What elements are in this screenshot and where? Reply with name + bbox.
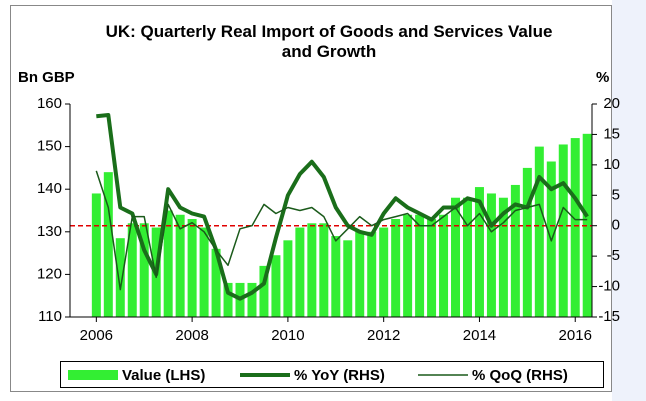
bar <box>295 227 305 317</box>
y-axis-label: Bn GBP <box>18 69 75 86</box>
bar <box>331 236 341 317</box>
y2-tick-label: -10 <box>598 278 620 295</box>
bar <box>307 223 317 317</box>
y2-tick-label: 15 <box>603 125 620 142</box>
bar <box>283 240 293 317</box>
y-tick-label: 140 <box>37 180 62 197</box>
bar <box>391 219 401 317</box>
bar <box>163 210 173 317</box>
bar <box>379 227 389 317</box>
legend-box <box>60 361 604 388</box>
bar <box>139 223 149 317</box>
bar <box>175 214 185 317</box>
x-tick-label: 2006 <box>80 327 113 344</box>
bar <box>127 223 137 317</box>
bar <box>115 238 125 317</box>
y-tick-label: 150 <box>37 138 62 155</box>
legend-label: % YoY (RHS) <box>294 367 385 384</box>
bar <box>367 231 377 317</box>
bar <box>439 214 449 317</box>
bar <box>522 167 532 317</box>
x-tick-label: 2010 <box>271 327 304 344</box>
legend-label: Value (LHS) <box>122 367 205 384</box>
bar <box>558 144 568 317</box>
bar <box>199 227 209 317</box>
x-tick-label: 2014 <box>463 327 496 344</box>
x-tick-label: 2012 <box>367 327 400 344</box>
bar <box>415 214 425 317</box>
y-tick-label: 110 <box>38 308 62 325</box>
bar <box>259 265 269 317</box>
bar <box>534 146 544 317</box>
bar <box>498 197 508 317</box>
bar <box>474 187 484 317</box>
bar <box>187 219 197 317</box>
bar <box>247 282 257 317</box>
bar <box>271 255 281 317</box>
y2-tick-label: -15 <box>598 308 620 325</box>
side-strip <box>612 0 646 401</box>
bar <box>427 219 437 317</box>
y-tick-label: 160 <box>37 95 62 112</box>
y2-tick-label: 20 <box>603 95 620 112</box>
x-tick-label: 2008 <box>175 327 208 344</box>
bar <box>570 138 580 317</box>
bar <box>582 133 592 317</box>
bar <box>462 197 472 317</box>
y2-tick-label: -5 <box>607 247 620 264</box>
y2-axis-label: % <box>596 69 609 86</box>
bar <box>319 223 329 317</box>
line-series <box>96 113 589 301</box>
bar <box>343 240 353 317</box>
bar <box>403 214 413 317</box>
bar <box>510 184 520 317</box>
bar <box>486 193 496 317</box>
y2-tick-label: 5 <box>612 186 620 203</box>
line-series <box>95 170 588 291</box>
legend-label: % QoQ (RHS) <box>472 367 568 384</box>
bar <box>223 282 233 317</box>
x-tick-label: 2016 <box>559 327 592 344</box>
chart-title: UK: Quarterly Real Import of Goods and S… <box>105 22 553 61</box>
bar <box>91 193 101 317</box>
y-tick-label: 130 <box>37 223 62 240</box>
bar <box>355 231 365 317</box>
bar <box>211 248 221 317</box>
y2-tick-label: 0 <box>612 217 620 234</box>
bar <box>451 197 461 317</box>
y-tick-label: 120 <box>37 265 62 282</box>
y2-tick-label: 10 <box>603 156 620 173</box>
legend-swatch <box>68 370 118 380</box>
bar <box>103 172 113 317</box>
